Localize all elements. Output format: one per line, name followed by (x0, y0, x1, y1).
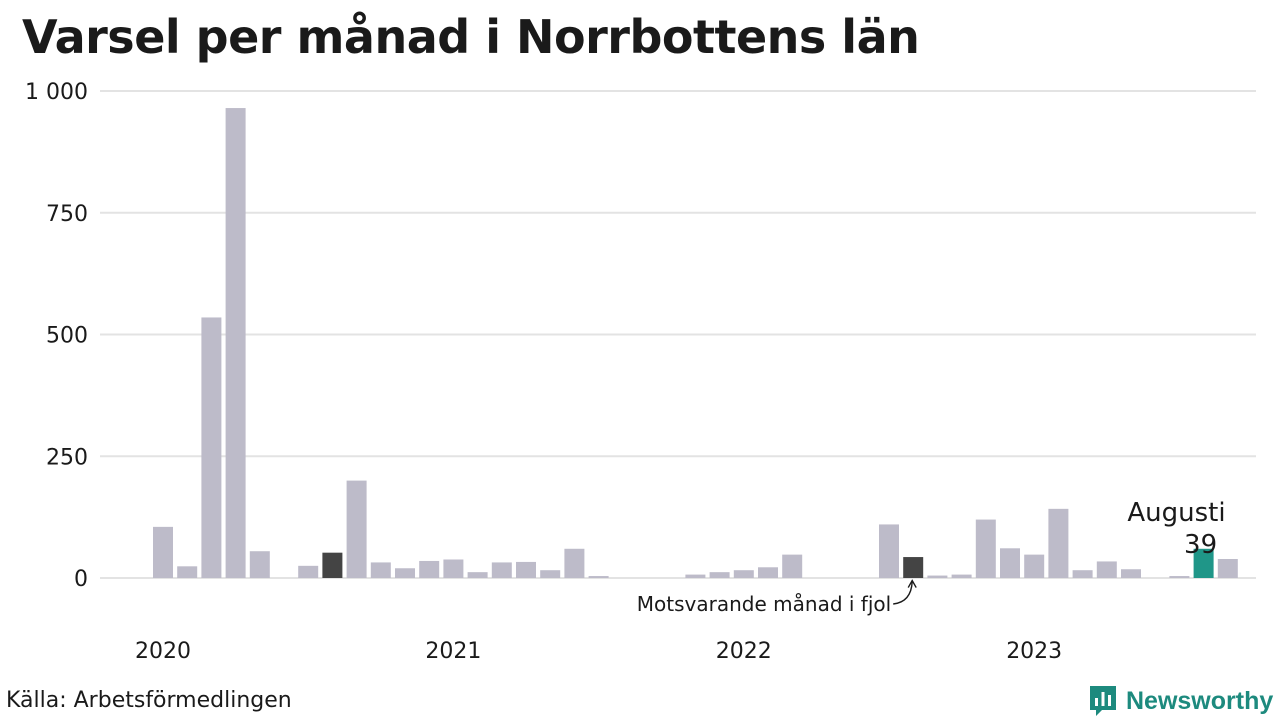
source-note: Källa: Arbetsförmedlingen (6, 688, 292, 713)
bar-2020-04 (225, 108, 246, 579)
y-tick-label: 250 (46, 445, 88, 470)
bar-2023-08 (1193, 548, 1214, 578)
chart-title: Varsel per månad i Norrbottens län (22, 10, 920, 64)
y-tick-label: 0 (74, 567, 88, 592)
bar-2020-08 (322, 552, 343, 578)
bar-2020-05 (249, 551, 270, 578)
bar-2023-01 (1024, 554, 1045, 578)
bar-2023-05 (1121, 569, 1141, 578)
bar-chart: 0 250 500 750 1 000 2020 2021 2022 2023 Augusti… (25, 80, 1256, 664)
bar-2020-12 (419, 560, 440, 578)
bar-undefined (1217, 559, 1238, 578)
annotation-label: Motsvarande månad i fjol (637, 592, 891, 616)
bar-2020-01 (153, 526, 173, 578)
bar-2021-12 (709, 572, 730, 578)
x-axis-ticks: 2020 2021 2022 2023 (135, 639, 1062, 664)
x-tick-label: 2022 (716, 639, 772, 664)
y-axis-ticks: 0 250 500 750 1 000 (25, 80, 88, 592)
x-tick-label: 2023 (1006, 639, 1062, 664)
bar-2020-11 (395, 568, 415, 578)
bar-2020-10 (370, 562, 391, 578)
bar-2022-07 (879, 524, 899, 578)
bar-2020-03 (201, 317, 222, 578)
brand-logo[interactable]: Newsworthy (1088, 684, 1273, 718)
gridlines (100, 90, 1256, 579)
bar-2022-08 (903, 557, 924, 578)
bar-2020-09 (346, 480, 367, 578)
bar-2020-07 (298, 565, 319, 578)
x-tick-label: 2020 (135, 639, 191, 664)
bar-2023-04 (1096, 561, 1117, 578)
annotation-arrow (893, 581, 913, 605)
bar-2022-03 (782, 554, 803, 578)
bar-2021-02 (467, 572, 488, 578)
bar-2023-07 (1169, 576, 1190, 578)
bar-2022-10 (951, 574, 972, 578)
bar-2021-03 (491, 562, 512, 578)
bar-2022-01 (733, 570, 754, 578)
y-tick-label: 1 000 (25, 80, 88, 105)
bar-2022-12 (1000, 548, 1020, 578)
brand-name: Newsworthy (1126, 686, 1274, 715)
current-month-label: Augusti (1127, 498, 1225, 528)
bar-2021-01 (443, 559, 464, 578)
x-tick-label: 2021 (425, 639, 481, 664)
bar-2023-02 (1048, 508, 1069, 578)
bar-chart-logo-icon (1090, 686, 1116, 716)
bar-2021-06 (564, 548, 585, 578)
bars (153, 108, 1238, 579)
bar-2022-02 (758, 567, 778, 578)
y-tick-label: 500 (46, 324, 88, 349)
bar-2020-02 (177, 566, 198, 578)
bar-2021-11 (685, 574, 706, 578)
bar-2021-07 (588, 576, 609, 578)
current-month-value: 39 (1184, 530, 1217, 560)
bar-2021-04 (516, 561, 536, 578)
bar-2022-11 (975, 519, 996, 578)
bar-2022-09 (927, 575, 948, 578)
annotation-arrowhead (907, 579, 917, 588)
bar-2021-05 (540, 570, 561, 578)
bar-2023-03 (1072, 570, 1093, 578)
y-tick-label: 750 (46, 202, 88, 227)
